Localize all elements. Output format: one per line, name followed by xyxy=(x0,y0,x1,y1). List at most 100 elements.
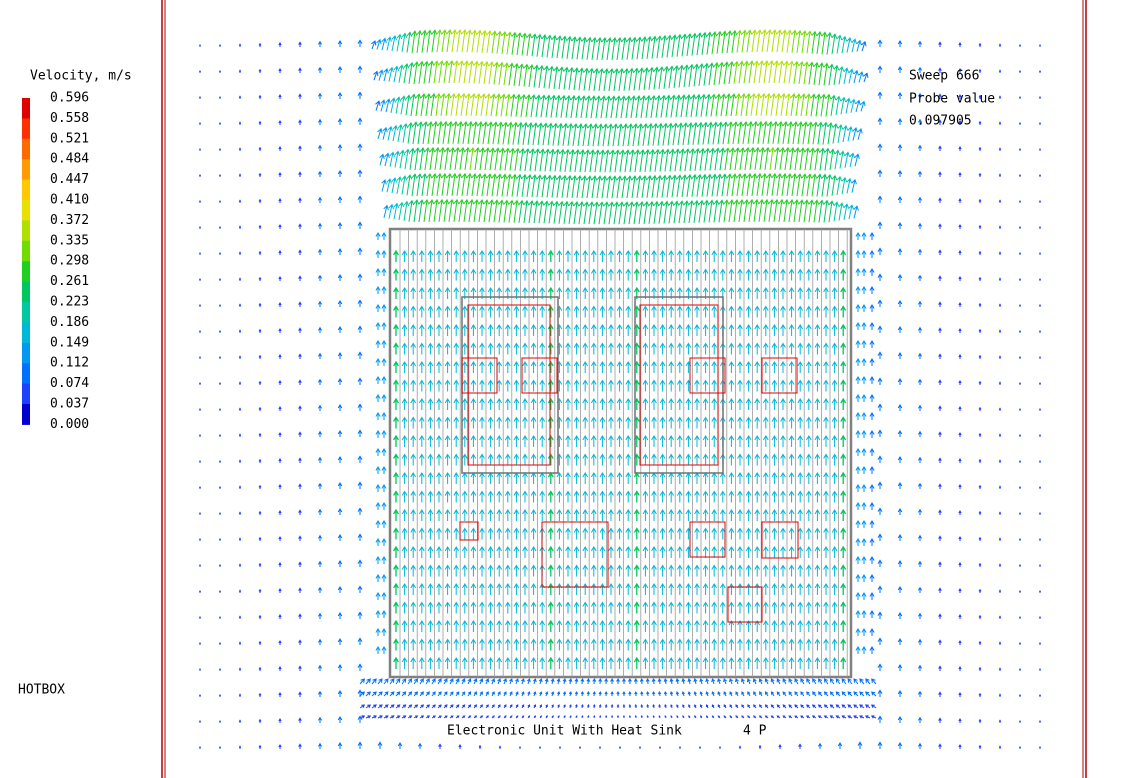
velocity-arrow xyxy=(762,527,769,540)
velocity-arrow xyxy=(683,200,690,224)
velocity-arrow xyxy=(298,249,302,255)
velocity-arrow xyxy=(938,171,942,177)
velocity-arrow xyxy=(811,173,818,197)
velocity-arrow xyxy=(737,490,743,503)
velocity-arrow xyxy=(551,715,554,719)
velocity-arrow xyxy=(530,435,537,447)
velocity-arrow xyxy=(522,268,528,281)
velocity-arrow xyxy=(1018,642,1022,645)
velocity-arrow xyxy=(470,638,477,651)
legend-swatch xyxy=(22,220,30,242)
velocity-arrow xyxy=(522,121,529,145)
velocity-arrow xyxy=(504,620,511,632)
velocity-arrow xyxy=(651,342,657,355)
velocity-arrow xyxy=(419,704,425,709)
velocity-arrow xyxy=(386,178,392,193)
velocity-arrow xyxy=(777,120,784,144)
velocity-arrow xyxy=(337,196,343,203)
velocity-arrow xyxy=(814,250,821,262)
velocity-arrow xyxy=(565,620,571,632)
velocity-arrow xyxy=(522,361,528,373)
velocity-arrow xyxy=(846,177,853,194)
velocity-arrow xyxy=(638,746,642,749)
velocity-arrow xyxy=(381,340,387,348)
velocity-arrow xyxy=(599,361,606,373)
velocity-arrow xyxy=(1038,538,1042,541)
velocity-arrow xyxy=(278,666,282,671)
velocity-arrow xyxy=(381,538,387,546)
velocity-arrow xyxy=(751,172,758,196)
velocity-arrow xyxy=(656,35,663,59)
velocity-arrow xyxy=(504,147,511,171)
velocity-arrow xyxy=(702,657,709,669)
velocity-arrow xyxy=(503,691,507,697)
velocity-arrow xyxy=(453,398,460,410)
velocity-arrow xyxy=(551,34,558,58)
velocity-arrow xyxy=(843,67,850,85)
velocity-arrow xyxy=(734,147,741,171)
velocity-arrow xyxy=(357,715,363,723)
velocity-arrow xyxy=(436,324,442,336)
velocity-arrow xyxy=(651,35,658,59)
velocity-arrow xyxy=(468,198,475,222)
vector-field xyxy=(198,29,1042,749)
velocity-arrow xyxy=(780,398,786,410)
velocity-arrow xyxy=(504,361,511,373)
velocity-arrow xyxy=(198,512,202,515)
velocity-arrow xyxy=(556,638,563,651)
velocity-arrow xyxy=(1018,252,1022,255)
velocity-arrow xyxy=(479,324,485,336)
velocity-arrow xyxy=(797,305,804,318)
velocity-arrow xyxy=(359,704,366,709)
velocity-arrow xyxy=(812,704,817,709)
velocity-arrow xyxy=(754,361,761,373)
velocity-arrow xyxy=(771,546,778,558)
velocity-arrow xyxy=(788,715,793,719)
velocity-arrow xyxy=(602,123,609,147)
velocity-arrow xyxy=(788,398,795,410)
velocity-arrow xyxy=(788,287,795,299)
velocity-arrow xyxy=(840,545,847,558)
velocity-arrow xyxy=(709,147,716,171)
velocity-arrow xyxy=(599,250,606,262)
velocity-arrow xyxy=(543,200,550,224)
velocity-arrow xyxy=(447,120,454,144)
velocity-arrow xyxy=(805,398,812,410)
velocity-arrow xyxy=(805,93,812,117)
velocity-arrow xyxy=(407,121,414,144)
velocity-arrow xyxy=(608,620,614,632)
velocity-arrow xyxy=(611,37,618,61)
velocity-arrow xyxy=(646,704,650,709)
velocity-arrow xyxy=(625,287,632,299)
velocity-arrow xyxy=(835,95,842,116)
velocity-arrow xyxy=(625,583,632,595)
velocity-arrow xyxy=(453,250,460,262)
velocity-arrow xyxy=(433,198,440,222)
velocity-arrow xyxy=(958,510,962,515)
velocity-arrow xyxy=(668,250,675,262)
velocity-arrow xyxy=(218,564,222,567)
component xyxy=(459,521,479,541)
velocity-arrow xyxy=(861,376,867,384)
velocity-arrow xyxy=(897,144,903,151)
velocity-arrow xyxy=(509,678,513,685)
velocity-arrow xyxy=(702,638,709,651)
velocity-arrow xyxy=(298,197,302,203)
velocity-arrow xyxy=(938,379,942,385)
velocity-arrow xyxy=(418,453,425,466)
velocity-arrow xyxy=(806,678,811,685)
velocity-arrow xyxy=(393,508,399,521)
velocity-arrow xyxy=(198,148,202,151)
velocity-arrow xyxy=(365,678,371,685)
velocity-arrow xyxy=(456,29,463,53)
velocity-arrow xyxy=(861,484,867,492)
velocity-arrow xyxy=(613,68,620,92)
velocity-arrow xyxy=(461,601,468,614)
velocity-arrow xyxy=(806,704,811,709)
velocity-arrow xyxy=(403,63,410,84)
velocity-arrow xyxy=(573,342,580,355)
velocity-arrow xyxy=(258,484,262,489)
velocity-arrow xyxy=(814,564,821,577)
velocity-arrow xyxy=(663,691,668,697)
velocity-arrow xyxy=(780,509,786,521)
